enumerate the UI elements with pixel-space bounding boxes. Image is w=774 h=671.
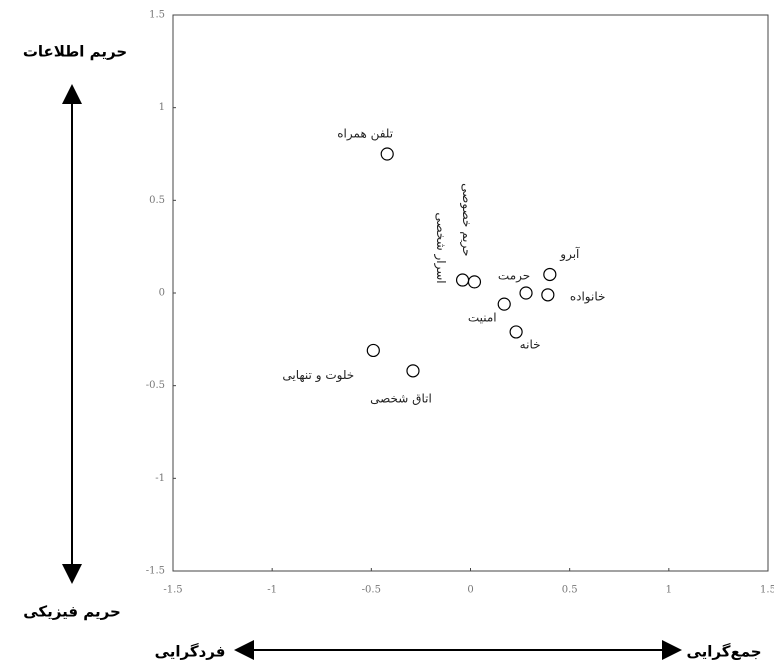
y-tick-label: 0.5 — [149, 195, 165, 206]
point-label: خانه — [520, 337, 541, 351]
point — [498, 298, 510, 310]
x-tick-label: 0 — [467, 585, 473, 596]
y-tick-label: 1.5 — [149, 10, 165, 21]
point-label: اسرار شخصی — [433, 212, 448, 283]
y-tick-label: 0 — [159, 288, 165, 299]
point — [381, 148, 393, 160]
y-tick-label: 1 — [159, 102, 165, 113]
x-tick-label: 1 — [666, 585, 672, 596]
x-tick-label: 1.5 — [760, 585, 774, 596]
point-label: خانواده — [570, 289, 606, 304]
point-label: امنیت — [468, 311, 497, 325]
x-tick-label: -0.5 — [362, 585, 381, 596]
point-label: حرمت — [498, 269, 530, 284]
point — [457, 274, 469, 286]
point — [407, 365, 419, 377]
point-label: آبرو — [559, 246, 580, 262]
point-label: اتاق شخصی — [370, 391, 432, 405]
annotation: حریم فیزیکی — [23, 603, 121, 621]
x-tick-label: -1.5 — [163, 585, 182, 596]
y-tick-label: -0.5 — [146, 380, 165, 391]
chart: حریم اطلاعات حریم فیزیکی فردگرایی جمع‌گر… — [0, 0, 774, 671]
point — [520, 287, 532, 299]
point — [468, 276, 480, 288]
x-tick-label: -1 — [267, 585, 277, 596]
annotation: جمع‌گرایی — [686, 643, 761, 661]
point — [544, 268, 556, 280]
annotation: حریم اطلاعات — [23, 43, 127, 61]
point-label: تلفن همراه — [337, 127, 393, 142]
x-tick-label: 0.5 — [562, 585, 578, 596]
point — [367, 344, 379, 356]
y-tick-label: -1.5 — [146, 566, 165, 577]
point — [542, 289, 554, 301]
y-tick-label: -1 — [155, 473, 165, 484]
point-label: حریم خصوصی — [459, 183, 474, 256]
plot-frame — [173, 15, 768, 571]
point — [510, 326, 522, 338]
annotation: فردگرایی — [155, 643, 226, 661]
point-label: خلوت و تنهایی — [282, 368, 354, 383]
